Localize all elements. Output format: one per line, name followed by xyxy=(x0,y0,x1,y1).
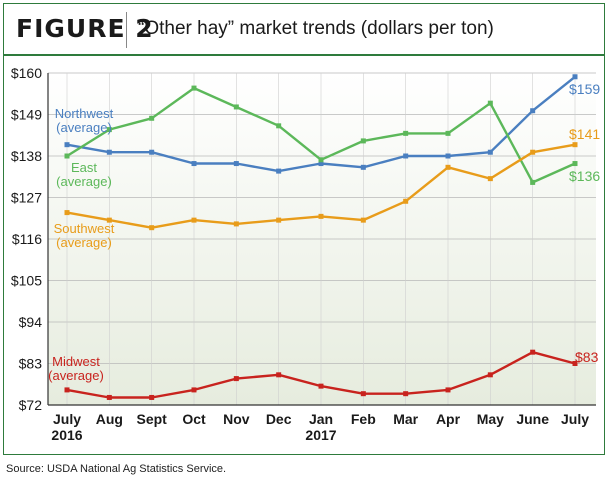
data-point-southwest xyxy=(360,217,366,223)
y-tick-label: $127 xyxy=(11,190,42,206)
y-tick-label: $149 xyxy=(11,107,42,123)
x-tick-label: May xyxy=(477,411,504,427)
data-point-northwest xyxy=(149,149,155,155)
data-point-southwest xyxy=(149,225,155,231)
data-point-northwest xyxy=(403,153,409,159)
series-label-east: (average) xyxy=(56,174,112,189)
data-point-northwest xyxy=(106,149,112,155)
data-point-midwest xyxy=(403,391,409,397)
data-point-southwest xyxy=(64,210,70,216)
figure-title: “Other hay” market trends (dollars per t… xyxy=(138,18,494,39)
series-label-southwest: (average) xyxy=(56,235,112,250)
series-label-east: East xyxy=(71,160,97,175)
data-point-midwest xyxy=(149,394,155,400)
x-tick-label: Apr xyxy=(436,411,461,427)
end-value-label-east: $136 xyxy=(569,168,600,184)
data-point-midwest xyxy=(445,387,451,393)
data-point-midwest xyxy=(530,349,536,355)
series-lines xyxy=(64,74,578,400)
y-tick-label: $105 xyxy=(11,273,42,289)
y-tick-label: $72 xyxy=(19,397,43,413)
data-point-east xyxy=(64,153,70,159)
header-divider xyxy=(126,12,127,48)
series-label-midwest: (average) xyxy=(48,368,104,383)
data-point-east xyxy=(403,130,409,136)
x-tick-label: Nov xyxy=(223,411,250,427)
data-point-east xyxy=(106,127,112,133)
data-point-east xyxy=(360,138,366,144)
data-point-midwest xyxy=(572,361,578,366)
data-point-midwest xyxy=(191,387,197,393)
x-tick-label: Aug xyxy=(96,411,123,427)
x-tick-year-label: 2017 xyxy=(305,427,336,443)
data-point-southwest xyxy=(403,198,409,204)
x-tick-label: July xyxy=(53,411,81,427)
data-point-midwest xyxy=(276,372,282,378)
x-tick-label: Mar xyxy=(393,411,418,427)
y-tick-label: $138 xyxy=(11,148,42,164)
end-value-label-southwest: $141 xyxy=(569,126,600,142)
y-tick-label: $83 xyxy=(19,356,43,372)
data-point-east xyxy=(572,161,578,167)
data-point-northwest xyxy=(572,74,578,80)
data-point-east xyxy=(276,123,282,129)
data-point-east xyxy=(445,130,451,136)
data-point-midwest xyxy=(106,394,112,400)
y-tick-label: $116 xyxy=(12,231,42,247)
series-label-northwest: Northwest xyxy=(55,106,114,121)
figure-header: FIGURE 2 “Other hay” market trends (doll… xyxy=(4,4,604,56)
data-point-southwest xyxy=(530,149,536,155)
axes: $160$149$138$127$116$105$94$83$72July201… xyxy=(11,65,596,443)
data-point-southwest xyxy=(318,213,324,219)
x-tick-label: Jan xyxy=(309,411,333,427)
x-tick-label: Sept xyxy=(136,411,167,427)
data-point-northwest xyxy=(233,161,239,167)
y-tick-label: $160 xyxy=(11,65,42,81)
end-value-label-midwest: $83 xyxy=(575,349,599,365)
data-point-southwest xyxy=(445,164,451,170)
x-tick-label: Oct xyxy=(182,411,206,427)
data-point-east xyxy=(191,85,197,91)
data-point-northwest xyxy=(318,161,324,167)
series-label-northwest: (average) xyxy=(56,120,112,135)
y-tick-label: $94 xyxy=(19,314,43,330)
data-point-northwest xyxy=(530,108,536,114)
data-point-midwest xyxy=(64,387,70,393)
end-value-label-northwest: $159 xyxy=(569,81,600,97)
data-point-midwest xyxy=(360,391,366,397)
data-point-southwest xyxy=(572,142,578,148)
data-point-east xyxy=(318,157,324,163)
data-point-southwest xyxy=(191,217,197,223)
data-point-midwest xyxy=(318,383,324,389)
data-point-southwest xyxy=(276,217,282,223)
data-point-southwest xyxy=(487,176,493,182)
x-tick-year-label: 2016 xyxy=(51,427,82,443)
data-point-northwest xyxy=(360,164,366,170)
data-point-east xyxy=(487,100,493,106)
x-tick-label: June xyxy=(516,411,549,427)
data-point-northwest xyxy=(445,153,451,159)
figure-number: FIGURE 2 xyxy=(16,14,154,43)
data-point-northwest xyxy=(276,168,282,174)
data-point-southwest xyxy=(106,217,112,223)
x-tick-label: Dec xyxy=(266,411,292,427)
data-point-midwest xyxy=(233,376,239,382)
data-point-east xyxy=(530,179,536,185)
data-point-northwest xyxy=(487,149,493,155)
data-point-northwest xyxy=(64,142,70,148)
series-label-midwest: Midwest xyxy=(52,354,100,369)
data-point-northwest xyxy=(191,161,197,167)
data-point-east xyxy=(233,104,239,110)
source-note: Source: USDA National Ag Statistics Serv… xyxy=(6,463,227,475)
data-point-southwest xyxy=(233,221,239,227)
x-tick-label: Feb xyxy=(351,411,376,427)
x-tick-label: July xyxy=(561,411,589,427)
data-point-midwest xyxy=(487,372,493,378)
series-label-southwest: Southwest xyxy=(54,221,115,236)
data-point-east xyxy=(149,115,155,121)
